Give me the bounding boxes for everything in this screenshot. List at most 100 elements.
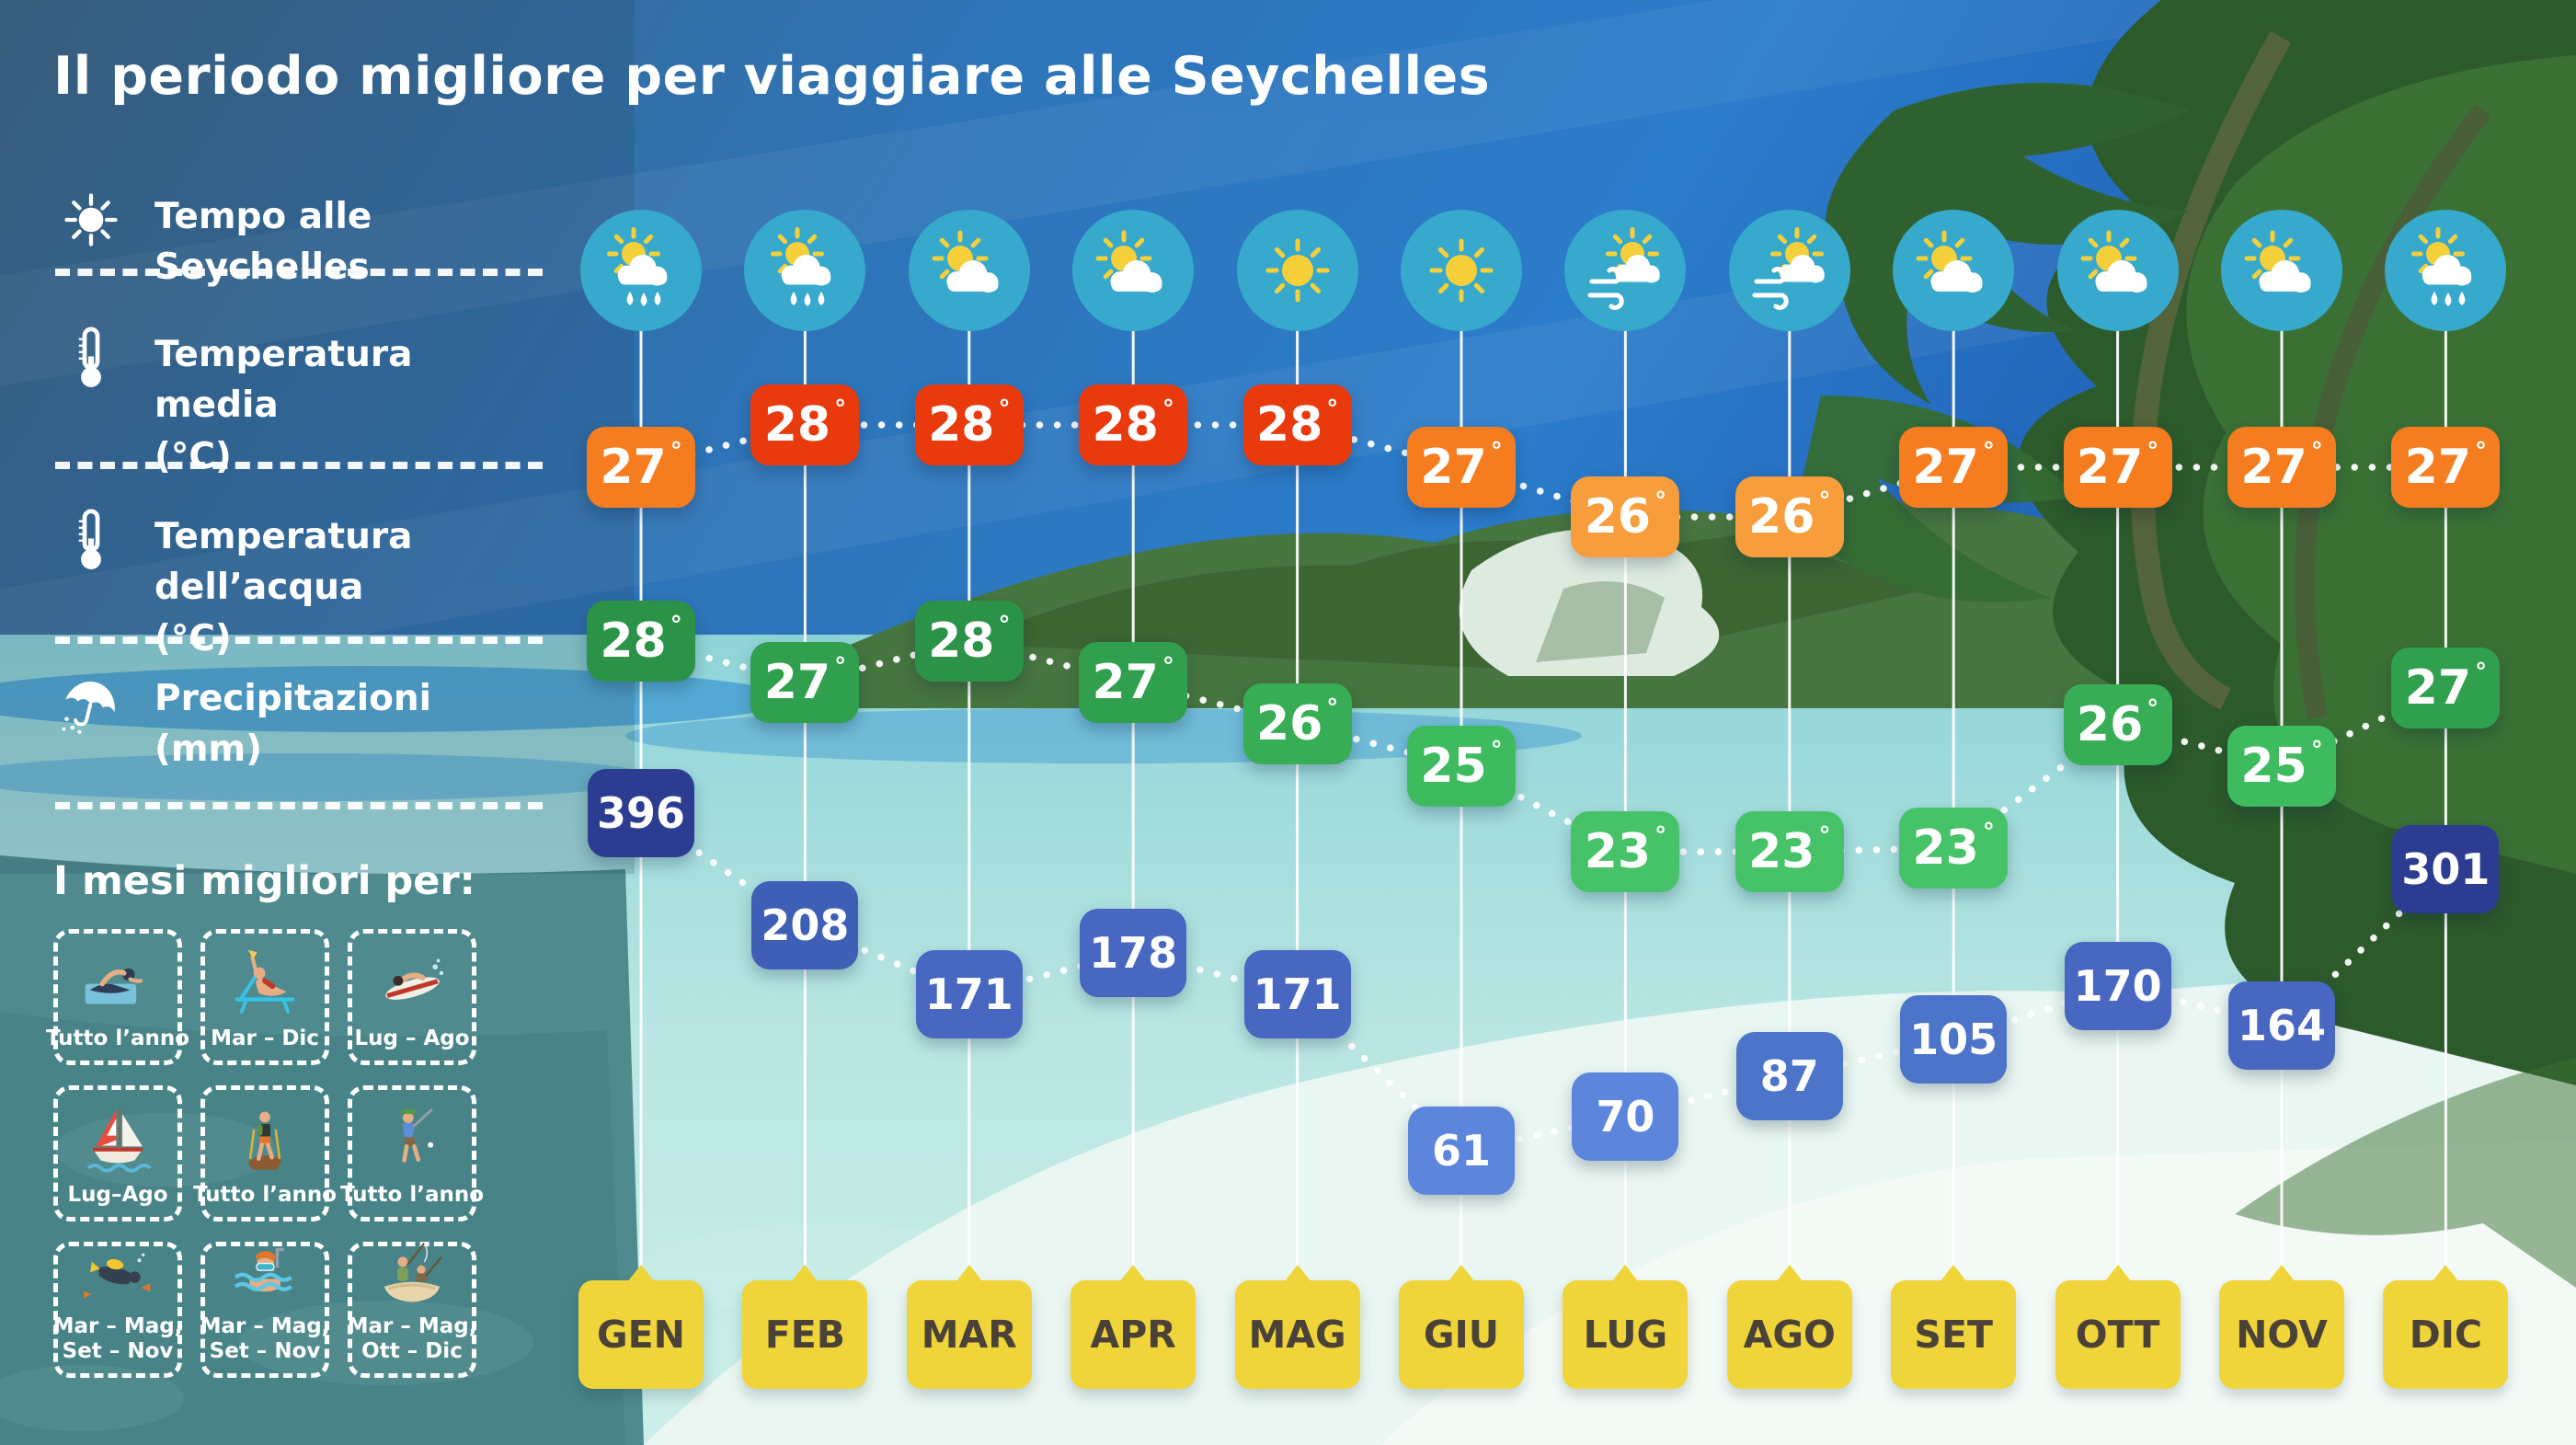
month-label: SET	[1891, 1280, 2017, 1389]
fishing-icon	[384, 1242, 442, 1302]
precipitation-badge: 171	[915, 950, 1023, 1038]
legend-item-avg-temperature: Temperatura media (°C)	[55, 327, 543, 482]
sun-cloud-rain-icon	[2411, 227, 2472, 306]
weather-icon-circle	[1072, 210, 1195, 331]
sun-cloud-icon	[1095, 230, 1162, 293]
month-label: GIU	[1399, 1280, 1524, 1389]
water-temp-badge: 28 °	[914, 601, 1024, 682]
legend-unit: (°C)	[155, 435, 232, 477]
activity-label: Mar – Mag, Set – Nov	[52, 1313, 183, 1363]
sun-cloud-icon	[2244, 230, 2311, 293]
month-label: MAG	[1234, 1280, 1360, 1389]
activity-card: Tutto l’anno	[340, 1085, 484, 1221]
avg-temp-badge: 28 °	[914, 384, 1024, 465]
precipitation-badge: 70	[1572, 1072, 1679, 1161]
dashed-divider	[55, 462, 543, 469]
precipitation-badge: 171	[1243, 950, 1351, 1038]
weather-icon-circle	[908, 210, 1030, 331]
month-label: APR	[1070, 1280, 1196, 1389]
avg-temp-badge: 27 °	[1899, 427, 2009, 508]
precipitation-badge: 87	[1735, 1032, 1843, 1120]
activity-card: Mar – Dic	[200, 929, 329, 1065]
weather-icon-circle	[1236, 210, 1358, 331]
sailing-icon	[86, 1109, 152, 1174]
precipitation-badge: 105	[1900, 995, 2008, 1084]
avg-temp-badge: 28 °	[750, 384, 860, 465]
activity-card: Tutto l’anno	[193, 1085, 337, 1221]
avg-temp-badge: 27 °	[587, 427, 695, 508]
page-title: Il periodo migliore per viaggiare alle S…	[53, 46, 1491, 107]
water-temp-badge: 27 °	[2391, 648, 2501, 728]
avg-temp-badge: 27 °	[2063, 427, 2172, 508]
water-temp-badge: 26 °	[2063, 684, 2172, 765]
activity-label: Lug – Ago	[354, 1026, 470, 1050]
month-label: AGO	[1726, 1280, 1852, 1389]
activity-label: Mar – Dic	[211, 1026, 319, 1050]
sun-cloud-icon	[1916, 230, 1983, 293]
weather-icon-circle	[1564, 210, 1687, 331]
sun-cloud-wind-icon	[1752, 227, 1825, 310]
activity-label: Mar – Mag, Set – Nov	[200, 1313, 330, 1363]
avg-temp-badge: 28 °	[1079, 384, 1188, 465]
water-temp-badge: 27 °	[750, 642, 860, 723]
month-label: OTT	[2055, 1280, 2181, 1389]
precipitation-badge: 178	[1080, 909, 1187, 997]
sun-cloud-icon	[2080, 230, 2147, 293]
sun-icon	[55, 184, 127, 256]
legend-label: Tempo alle Seychelles	[155, 196, 372, 289]
water-temp-badge: 25 °	[1407, 726, 1516, 807]
month-label: MAR	[906, 1280, 1032, 1389]
sun-cloud-icon	[932, 230, 999, 293]
month-label: FEB	[742, 1280, 868, 1389]
precipitation-badge: 164	[2228, 981, 2335, 1070]
avg-temp-badge: 26 °	[1735, 476, 1844, 557]
weather-icon-circle	[1893, 210, 2015, 331]
precipitation-badge: 208	[751, 881, 859, 969]
month-label: DIC	[2383, 1280, 2509, 1389]
sun-icon	[1429, 238, 1494, 303]
legend-item-weather: Tempo alle Seychelles	[55, 191, 543, 293]
snorkeling-icon	[234, 1247, 292, 1291]
activity-card: Lug–Ago	[53, 1085, 182, 1221]
dashed-divider	[55, 269, 543, 276]
legend-label: Temperatura dell’acqua	[155, 516, 413, 609]
weather-icon-circle	[2385, 210, 2507, 331]
avg-temp-badge: 27 °	[2227, 427, 2336, 508]
scuba-diving-icon	[84, 1253, 151, 1299]
weather-icon-circle	[1728, 210, 1850, 331]
activity-card: Mar – Mag, Set – Nov	[53, 1242, 182, 1378]
activity-card: Lug – Ago	[348, 929, 476, 1065]
surfing-icon	[385, 959, 444, 1001]
water-temp-badge: 23 °	[1899, 808, 2009, 889]
best-months-grid: Tutto l’anno Mar – Dic Lug – Ago Lug–Ago	[46, 929, 484, 1378]
weather-icon-circle	[1401, 210, 1522, 331]
weather-icon-circle	[2056, 210, 2179, 331]
water-temp-badge: 25 °	[2227, 726, 2336, 807]
precipitation-badge: 396	[588, 769, 694, 857]
avg-temp-badge: 28 °	[1242, 384, 1352, 465]
weather-icon-circle	[744, 210, 866, 331]
sun-cloud-rain-icon	[771, 227, 831, 306]
avg-temp-badge: 26 °	[1571, 476, 1680, 557]
water-temp-badge: 26 °	[1242, 683, 1352, 764]
sunbathing-icon	[235, 950, 295, 1015]
water-temp-badge: 27 °	[1079, 642, 1188, 723]
sun-cloud-wind-icon	[1587, 227, 1661, 310]
water-temp-badge: 23 °	[1735, 811, 1844, 892]
umbrella-rain-icon	[55, 666, 127, 738]
month-label: LUG	[1563, 1280, 1689, 1389]
activity-label: Tutto l’anno	[192, 1182, 338, 1207]
sun-icon	[1265, 238, 1330, 303]
legend-panel: Tempo alle Seychelles Temperatura media …	[55, 184, 543, 828]
swimming-icon	[85, 969, 143, 1004]
activity-label: Tutto l’anno	[45, 1026, 190, 1050]
weather-icon-circle	[580, 210, 702, 331]
activity-card: Mar – Mag, Set – Nov	[200, 1242, 329, 1378]
thermometer-icon	[55, 322, 127, 394]
avg-temp-badge: 27 °	[1407, 427, 1516, 508]
sun-cloud-rain-icon	[607, 227, 668, 306]
best-months-heading: I mesi migliori per:	[53, 858, 475, 904]
thermometer-icon	[55, 504, 127, 576]
water-temp-badge: 23 °	[1571, 811, 1680, 892]
